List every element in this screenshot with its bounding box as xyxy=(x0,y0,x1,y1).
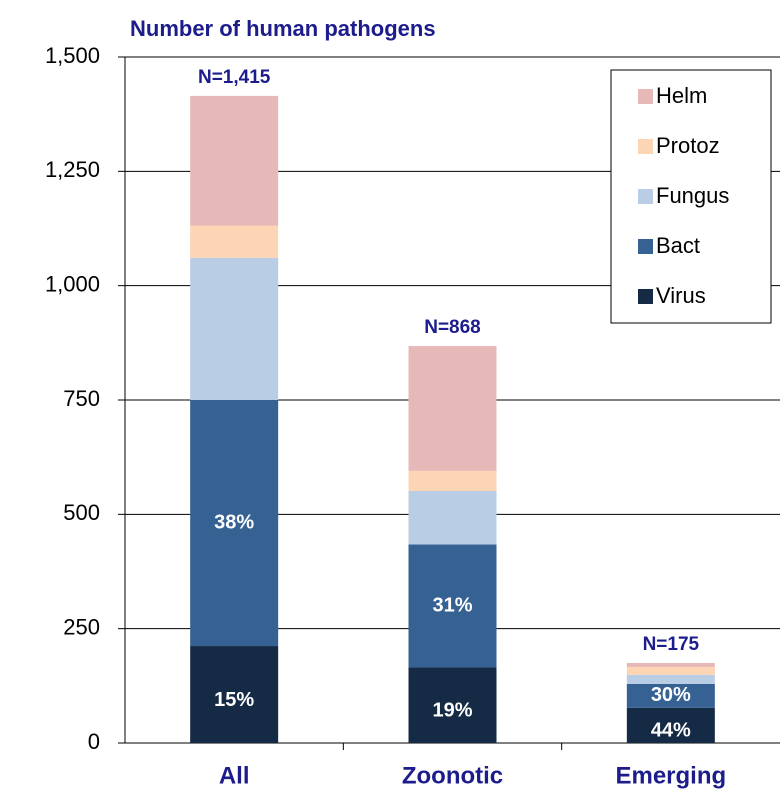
legend-label: Virus xyxy=(656,283,706,308)
percent-label: 19% xyxy=(432,700,472,722)
legend-label: Fungus xyxy=(656,183,729,208)
bar-segment xyxy=(626,662,715,668)
y-tick-label: 250 xyxy=(63,614,100,639)
y-tick-label: 500 xyxy=(63,500,100,525)
y-tick-label: 1,000 xyxy=(45,271,100,296)
percent-label: 30% xyxy=(651,684,691,706)
y-tick-label: 1,500 xyxy=(45,43,100,68)
x-tick-label: Emerging xyxy=(615,762,726,789)
bar-segment xyxy=(408,667,497,743)
legend-swatch xyxy=(638,189,653,204)
bar-segment xyxy=(626,707,715,743)
legend-label: Protoz xyxy=(656,133,720,158)
legend-swatch xyxy=(638,239,653,254)
percent-label: 15% xyxy=(214,689,254,711)
legend-box xyxy=(610,69,772,324)
bar-segment xyxy=(626,674,715,685)
x-tick-label: Zoonotic xyxy=(402,762,503,789)
total-label: N=1,415 xyxy=(198,67,271,88)
bar-segment xyxy=(626,667,715,675)
legend-swatch xyxy=(638,89,653,104)
bar-segment xyxy=(190,646,279,743)
legend-label: Bact xyxy=(656,233,700,258)
chart-title: Number of human pathogens xyxy=(130,16,436,41)
bar-segment xyxy=(408,470,497,492)
bar-segment xyxy=(408,491,497,545)
bar-segment xyxy=(626,684,715,708)
bar-segment xyxy=(190,257,279,400)
bar-segment xyxy=(408,346,497,471)
bar-segment xyxy=(190,95,279,226)
legend-swatch xyxy=(638,289,653,304)
bar-segment xyxy=(408,544,497,668)
bar-segment xyxy=(190,400,279,647)
percent-label: 38% xyxy=(214,511,254,533)
x-tick-label: All xyxy=(219,762,250,789)
percent-label: 31% xyxy=(432,594,472,616)
y-tick-label: 1,250 xyxy=(45,157,100,182)
total-label: N=175 xyxy=(643,634,700,655)
percent-label: 44% xyxy=(651,720,691,742)
total-label: N=868 xyxy=(424,317,481,338)
y-tick-label: 0 xyxy=(88,729,100,754)
legend-label: Helm xyxy=(656,83,707,108)
y-tick-label: 750 xyxy=(63,386,100,411)
bar-segment xyxy=(190,225,279,258)
legend-swatch xyxy=(638,139,653,154)
